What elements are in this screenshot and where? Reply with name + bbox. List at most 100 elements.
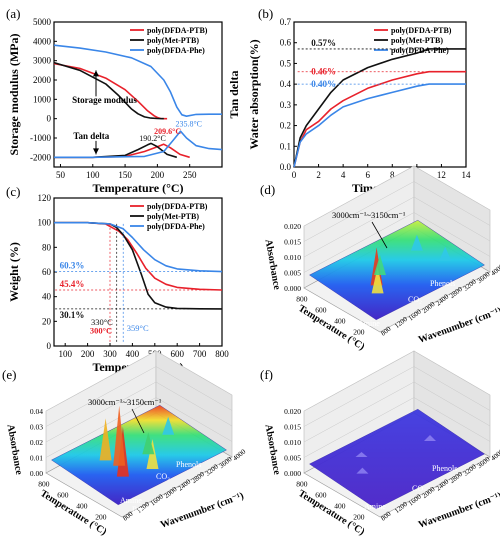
panel-a: (a) 50 100 150 200 250 -2000 -1000 0 1000 2000 3000… [6,6,241,195]
panel-c-residue-label: 30.1% [60,310,85,320]
panel-d-temp-tick-label: 800 [296,295,308,304]
panel-b-y-tick-label: 0.4 [280,79,292,89]
panel-f-temp-tick-label: 200 [353,513,365,522]
panel-e-amine-label: Amine [120,496,142,505]
panel-e: (e) 0.00 0.01 0.02 0.03 0.04 Absorbance 800 600 4… [2,350,248,538]
panel-d-grid-line [413,165,491,211]
panel-a-storage-line [53,44,222,117]
panel-a-y-axis-label: Storage modulus (MPa) [7,34,21,156]
panel-a-y-tick-label: 3000 [33,56,52,66]
panel-e-z-tick-label: 0.04 [30,407,43,416]
panel-c-label: (c) [6,184,20,199]
panel-b-plateau-label: 0.46% [311,67,336,77]
panel-a-peak-label: 190.2°C [139,134,166,143]
panel-c-legend-label: poly(DFDA-PTB) [147,202,208,211]
panel-f-z-tick-label: 0.010 [284,438,301,447]
panel-c-y-tick-label: 80 [42,242,52,252]
panel-c-y-tick-label: 100 [38,218,52,228]
panel-e-grid-line [155,397,233,442]
panel-a-legend-label: poly(DFDA-PTB) [147,26,208,35]
panel-f-grid-line [303,397,415,458]
panel-d-grid-line [303,165,415,227]
panel-c-x-tick-label: 800 [215,349,229,359]
panel-a-plot-frame [53,21,223,168]
panel-d-wave-tick-label: 4000 [489,262,500,277]
panel-b-legend-label: poly(DFDA-Phe) [391,46,449,55]
panel-b-x-tick-label: 6 [365,170,370,180]
panel-e-grid-line [155,381,233,427]
panel-b-legend-label: poly(Met-PTB) [391,36,443,45]
panel-c-y-axis-label: Weight (%) [7,242,21,302]
panel-a-x-axis-label: Temperature (°C) [92,181,183,195]
panel-a-peak-label: 235.8°C [175,119,202,128]
panel-c-y-tick-label: 20 [42,316,52,326]
panel-e-grid-line [45,381,157,443]
panel-a-right-axis-label: Tan delta [227,71,241,119]
panel-d: (d)0.0000.0050.0100.0150.020Absorbance80… [260,165,500,353]
panel-c-x-tick-label: 300 [103,349,117,359]
panel-f-grid-line [303,366,415,427]
panel-e-band-arrow [131,408,145,434]
panel-c-x-tick-label: 400 [126,349,140,359]
panel-a-y-tick-label: -1000 [30,133,51,143]
panel-d-phenols-label: Phenols [430,279,455,288]
panel-d-band-label: 3000cm⁻¹~3150cm⁻¹ [332,210,406,220]
panel-d-z-tick-label: 0.005 [284,269,301,278]
panel-e-wave-tick-label: 4000 [231,447,247,462]
panel-d-amine-label: Amine [358,319,380,328]
panel-f-peak [356,467,369,474]
panel-d-peak [374,255,386,275]
panel-a-y-tick-label: 0 [47,114,52,124]
panel-d-grid-line [303,212,415,273]
panel-c-onset-label: 330°C [91,317,113,327]
panel-f-grid-line [413,350,491,396]
panel-f-phenols-label: Phenols [432,464,457,473]
panel-f-temp-tick-label: 400 [334,502,346,511]
panel-c-residue-label: 45.4% [60,279,85,289]
panel-e-temp-tick-label: 400 [76,502,88,511]
panel-f-z-axis-label: Absorbance [263,423,283,476]
panel-d-peak [410,234,423,251]
panel-f-z-tick-label: 0.000 [284,469,301,478]
panel-c-legend-label: poly(DFDA-Phe) [147,222,205,231]
panel-b-series-line [293,83,466,168]
panel-b-plateau-label: 0.57% [311,38,336,48]
panel-c-x-tick-label: 100 [58,349,72,359]
panel-b-x-tick-label: 14 [462,170,472,180]
panel-e-grid-line [155,350,233,396]
panel-d-band-arrow [371,221,388,249]
panel-e-phenols-label: Phenols [176,460,201,469]
panel-b: (b)024681012140.00.10.20.30.40.50.60.7Ti… [247,6,471,195]
panel-a-x-tick-label: 150 [118,170,132,180]
panel-b-y-tick-label: 0.0 [280,162,292,172]
panel-d-z-tick-label: 0.000 [284,284,301,293]
panel-d-peak [371,267,384,294]
panel-b-y-axis-label: Water absorption(%) [247,39,261,149]
panel-c: (c)1002003004005006007008000204060801001… [6,184,229,374]
panel-f-z-tick-label: 0.015 [284,423,301,432]
panel-f-grid-line [413,397,491,442]
panel-c-x-tick-label: 600 [170,349,184,359]
panel-e-peak [162,416,175,435]
panel-f-z-tick-label: 0.005 [284,454,301,463]
panel-c-y-tick-label: 0 [47,341,52,351]
panel-e-temp-tick-label: 200 [95,513,107,522]
panel-a-storage-annotation: Storage modulus [72,95,137,105]
panel-f-temp-tick-label: 800 [296,480,308,489]
panel-c-y-tick-label: 120 [38,193,52,203]
panel-d-temp-tick-label: 600 [315,306,327,315]
panel-d-temp-tick-label: 200 [353,328,365,337]
panel-e-co2-label: CO₂ [156,472,170,481]
panel-a-legend-label: poly(Met-PTB) [147,36,199,45]
panel-f-surface [309,408,485,510]
panel-a-y-tick-label: 2000 [33,75,52,85]
panel-b-x-tick-label: 2 [316,170,321,180]
panel-c-onset-label: 300°C [90,326,112,336]
panel-d-grid-line [303,196,415,258]
panel-a-x-tick-label: 100 [86,170,100,180]
panel-b-plateau-label: 0.40% [311,79,336,89]
panel-f-grid-line [303,350,415,412]
panel-b-y-tick-label: 0.1 [280,141,291,151]
panel-d-label: (d) [260,182,275,197]
